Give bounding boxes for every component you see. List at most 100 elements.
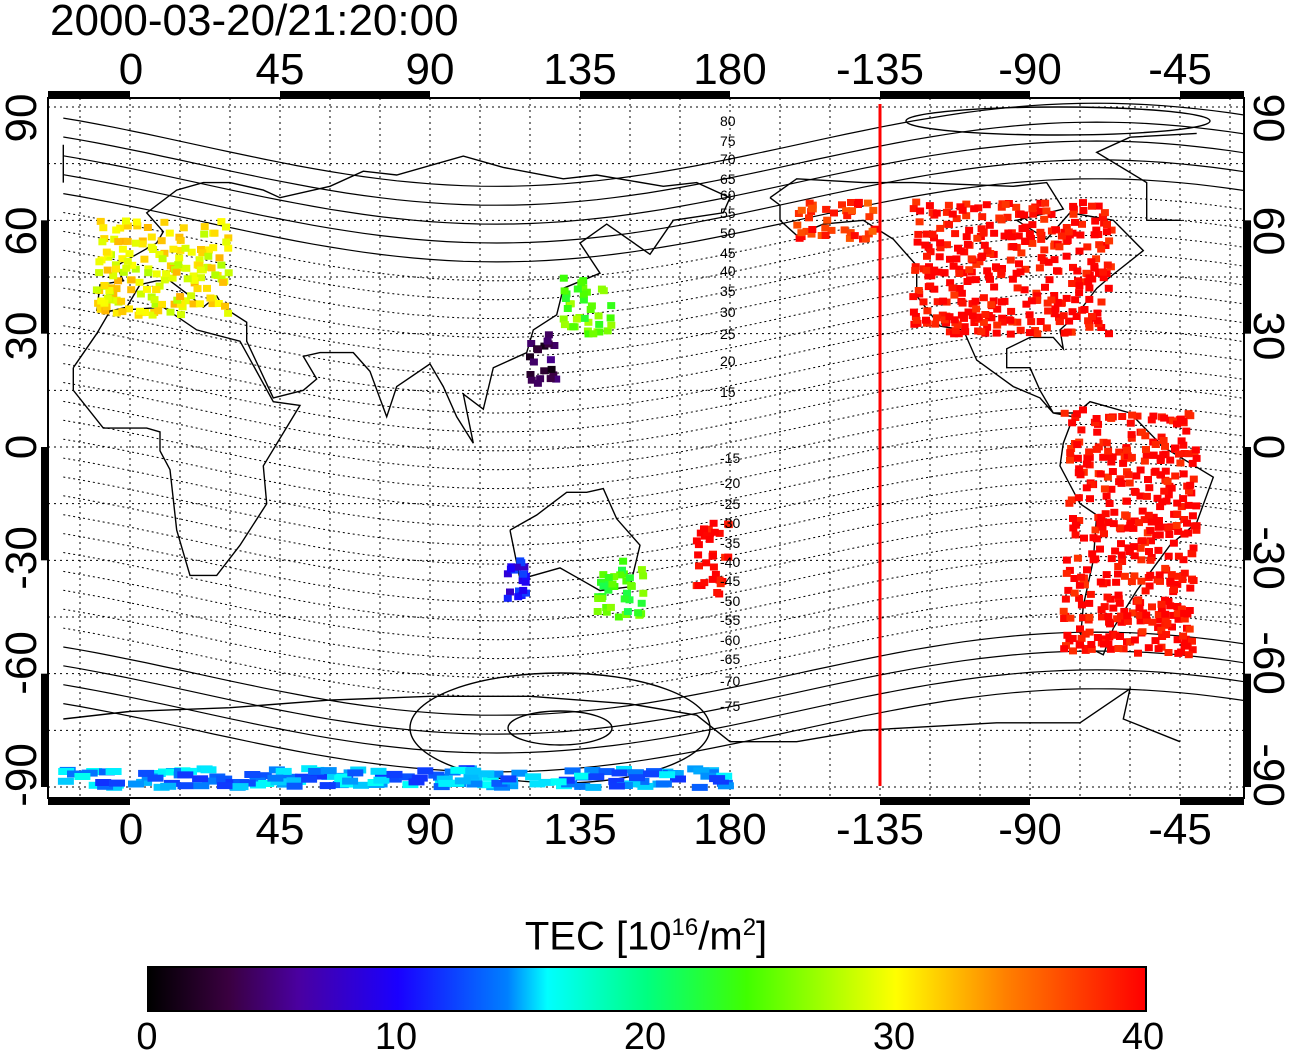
tec-cell [1136, 617, 1145, 625]
tec-cell [1115, 599, 1124, 607]
tec-cell [1161, 442, 1169, 450]
colorbar-title-unit-exponent: 2 [742, 914, 757, 941]
tec-cell [1100, 530, 1108, 538]
tec-cell [936, 224, 945, 232]
tec-cell [618, 566, 626, 574]
magnetic-contour [63, 102, 1244, 187]
tec-cell [1188, 512, 1197, 520]
tec-cell [1063, 237, 1072, 244]
tec-cell [177, 782, 194, 790]
tec-cell [1084, 278, 1093, 286]
contour-label: 75 [720, 133, 736, 149]
tec-cell [1180, 609, 1189, 617]
south-pole-contour [507, 710, 613, 746]
tec-cell [607, 302, 616, 310]
tec-cell [112, 296, 121, 304]
tec-cell [1075, 289, 1084, 297]
tec-cell [922, 266, 931, 274]
tec-cell [1134, 649, 1142, 657]
contour-label: -65 [720, 651, 740, 667]
tec-cell [573, 285, 582, 293]
tec-cell [543, 337, 552, 345]
contour-label: 35 [720, 283, 736, 299]
tec-cell [1041, 283, 1049, 291]
tec-cell [821, 232, 830, 239]
tec-cell [224, 234, 233, 242]
tec-cell [1064, 586, 1073, 594]
tec-cell [160, 276, 169, 284]
tec-cell [1177, 605, 1186, 613]
tec-cell [912, 316, 921, 324]
tec-cell [559, 315, 568, 323]
tec-cell [1163, 477, 1172, 485]
tec-cell [715, 529, 724, 537]
lon-tick-top: -135 [835, 45, 925, 94]
tec-cell [1064, 228, 1073, 236]
tec-cell [594, 312, 603, 320]
tec-cell [951, 327, 960, 335]
tec-cell [119, 268, 128, 276]
tec-cell [514, 593, 523, 601]
tec-cell [597, 285, 606, 293]
tec-cell [1027, 318, 1036, 326]
tec-cell [1136, 466, 1145, 474]
tec-cell [1164, 491, 1173, 499]
tec-cell [577, 279, 586, 287]
tec-cell [219, 278, 228, 286]
contour-label: 20 [720, 353, 736, 369]
tec-cell [1097, 324, 1106, 331]
contour-label: -25 [720, 496, 740, 512]
tec-cell [215, 254, 224, 262]
tec-cell [1020, 286, 1029, 294]
tec-cell [1166, 577, 1175, 585]
tec-cell [177, 311, 185, 319]
tec-cell [95, 269, 104, 277]
tec-cell [160, 782, 177, 790]
tec-cell [147, 243, 156, 251]
tec-cell [385, 775, 402, 783]
tec-cell [854, 198, 863, 206]
tec-cell [1151, 637, 1160, 645]
tec-cell [1188, 637, 1196, 645]
tec-cell [1006, 316, 1015, 324]
tec-cell [103, 266, 112, 274]
tec-cell [267, 774, 284, 782]
tec-cell [558, 776, 575, 784]
tec-cell [1155, 571, 1164, 579]
tec-cell [1092, 415, 1101, 422]
tec-cell [1123, 612, 1132, 620]
tec-cell [974, 204, 983, 212]
tec-cell [92, 286, 101, 294]
tec-cell [923, 307, 932, 315]
tec-cell [1013, 318, 1022, 326]
tec-cell [1006, 330, 1015, 338]
tec-cell [1061, 595, 1070, 603]
contour-label: 70 [720, 151, 736, 167]
tec-cell [1107, 458, 1116, 466]
tec-cell [949, 262, 958, 270]
tec-cell [1110, 508, 1119, 516]
tec-cell [200, 230, 209, 238]
tec-cell [700, 772, 717, 780]
tec-cell [117, 297, 126, 305]
tec-cell [1062, 556, 1071, 564]
tec-cell [952, 255, 961, 263]
tec-cell [135, 278, 144, 286]
tec-cell [973, 234, 982, 242]
tec-cell [1153, 494, 1162, 502]
tec-cell [1140, 516, 1149, 524]
tec-cell [1114, 570, 1122, 578]
tec-cell [946, 255, 954, 263]
tec-cell [1162, 631, 1171, 638]
tec-cell [971, 276, 980, 284]
tec-cell [217, 218, 226, 226]
tec-cell [1033, 296, 1042, 304]
tec-cell [1100, 209, 1109, 217]
tec-cell [667, 770, 684, 778]
tec-cell [141, 309, 150, 316]
tec-cell [173, 296, 182, 304]
tec-cell [962, 212, 971, 220]
tec-cell [206, 294, 215, 302]
tec-cell [1050, 292, 1059, 299]
tec-cell [143, 224, 152, 231]
